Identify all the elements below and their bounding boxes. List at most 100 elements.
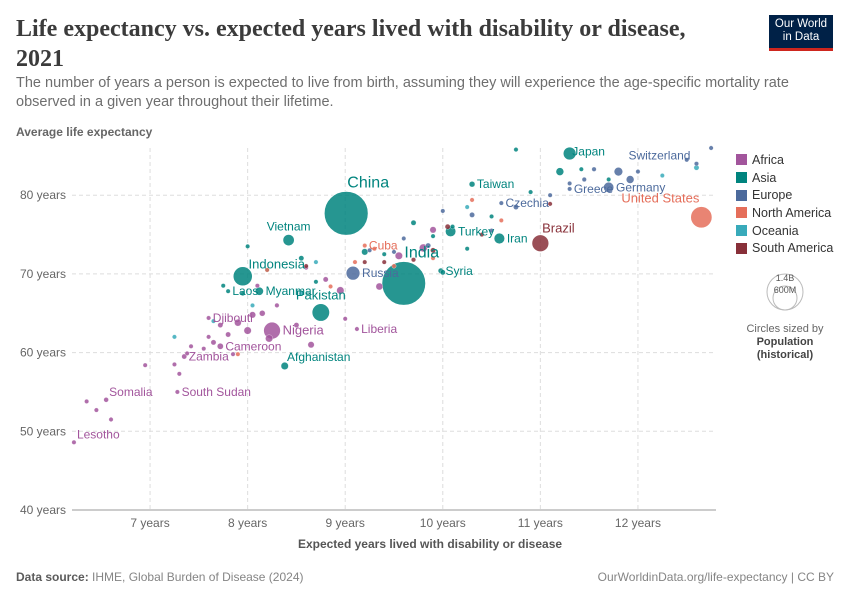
data-point[interactable] (606, 177, 612, 182)
data-point[interactable] (298, 255, 305, 261)
legend-item-south-america[interactable]: South America (736, 239, 846, 257)
data-point[interactable] (361, 248, 369, 256)
data-point[interactable] (94, 407, 99, 413)
data-point[interactable] (555, 167, 565, 177)
data-point[interactable] (249, 311, 256, 319)
data-point[interactable] (625, 174, 635, 185)
data-point[interactable] (217, 322, 224, 328)
data-point[interactable] (201, 346, 207, 352)
data-point[interactable] (430, 233, 436, 239)
footer-url[interactable]: OurWorldinData.org/life-expectancy | CC … (597, 570, 834, 584)
data-point[interactable] (581, 177, 587, 182)
data-point[interactable] (395, 251, 403, 260)
data-point[interactable] (274, 302, 280, 308)
point-cuba[interactable] (362, 243, 368, 248)
data-point[interactable] (250, 303, 255, 308)
data-point[interactable] (528, 189, 533, 195)
point-afghanistan[interactable] (280, 362, 289, 370)
data-point[interactable] (293, 322, 300, 328)
data-point[interactable] (303, 263, 309, 269)
legend-item-north-america[interactable]: North America (736, 204, 846, 222)
data-source-text[interactable]: IHME, Global Burden of Disease (2024) (92, 570, 304, 584)
data-point[interactable] (684, 157, 690, 163)
legend-item-africa[interactable]: Africa (736, 151, 846, 169)
data-point[interactable] (513, 204, 519, 210)
data-point[interactable] (708, 145, 714, 151)
point-indonesia[interactable] (232, 266, 253, 287)
data-point[interactable] (372, 246, 377, 252)
data-point[interactable] (489, 228, 494, 233)
data-point[interactable] (659, 173, 665, 178)
data-point[interactable] (142, 362, 148, 368)
data-point[interactable] (84, 399, 89, 404)
data-point[interactable] (298, 291, 304, 296)
data-point[interactable] (430, 255, 436, 261)
data-point[interactable] (188, 343, 194, 349)
data-point[interactable] (362, 259, 368, 265)
data-point[interactable] (401, 236, 407, 241)
data-point[interactable] (425, 242, 431, 249)
data-point[interactable] (230, 351, 236, 357)
data-point[interactable] (322, 276, 329, 283)
point-djibouti[interactable] (206, 315, 211, 321)
data-point[interactable] (440, 208, 446, 214)
point-pakistan[interactable] (311, 303, 331, 322)
point-china[interactable] (323, 190, 369, 236)
point-liberia[interactable] (354, 326, 360, 332)
data-point[interactable] (381, 259, 387, 265)
data-point[interactable] (108, 417, 114, 422)
data-point[interactable] (176, 371, 182, 377)
data-point[interactable] (336, 286, 345, 295)
data-point[interactable] (591, 166, 597, 172)
data-point[interactable] (464, 246, 470, 252)
data-point[interactable] (469, 212, 475, 218)
point-japan[interactable] (562, 146, 577, 161)
point-brazil[interactable] (531, 234, 550, 253)
data-point[interactable] (255, 283, 260, 289)
point-cameroon[interactable] (217, 343, 224, 350)
data-point[interactable] (391, 249, 397, 255)
data-point[interactable] (391, 263, 397, 269)
data-point[interactable] (489, 214, 494, 219)
data-point[interactable] (430, 247, 436, 254)
data-point[interactable] (259, 310, 266, 317)
legend-item-europe[interactable]: Europe (736, 186, 846, 204)
point-laos[interactable] (225, 288, 231, 294)
legend-item-asia[interactable]: Asia (736, 169, 846, 187)
point-united-states[interactable] (690, 206, 713, 229)
data-point[interactable] (245, 244, 250, 249)
point-somalia[interactable] (103, 397, 109, 403)
data-point[interactable] (172, 334, 177, 340)
point-taiwan[interactable] (469, 181, 476, 188)
point-south-sudan[interactable] (175, 389, 180, 395)
data-point[interactable] (172, 362, 177, 367)
data-point[interactable] (479, 232, 485, 237)
data-point[interactable] (328, 284, 333, 289)
point-greece[interactable] (567, 186, 572, 192)
data-point[interactable] (235, 351, 241, 357)
data-point[interactable] (469, 197, 475, 203)
data-point[interactable] (313, 279, 319, 285)
data-point[interactable] (342, 316, 348, 322)
point-lesotho[interactable] (71, 439, 77, 445)
data-point[interactable] (240, 291, 246, 296)
data-point[interactable] (411, 257, 416, 263)
point-russia[interactable] (345, 265, 361, 281)
data-point[interactable] (220, 283, 226, 289)
point-switzerland[interactable] (694, 161, 699, 167)
data-point[interactable] (635, 169, 641, 174)
data-point[interactable] (307, 341, 315, 349)
point-czechia[interactable] (498, 200, 504, 206)
data-point[interactable] (367, 247, 372, 253)
data-point[interactable] (265, 334, 273, 343)
data-point[interactable] (225, 331, 231, 338)
data-point[interactable] (450, 224, 455, 230)
data-point[interactable] (444, 223, 451, 230)
data-point[interactable] (243, 326, 252, 335)
data-point[interactable] (352, 259, 358, 265)
data-point[interactable] (264, 267, 270, 273)
data-point[interactable] (313, 259, 319, 265)
point-india[interactable] (381, 261, 427, 306)
point-zambia[interactable] (181, 353, 187, 360)
legend-item-oceania[interactable]: Oceania (736, 222, 846, 240)
